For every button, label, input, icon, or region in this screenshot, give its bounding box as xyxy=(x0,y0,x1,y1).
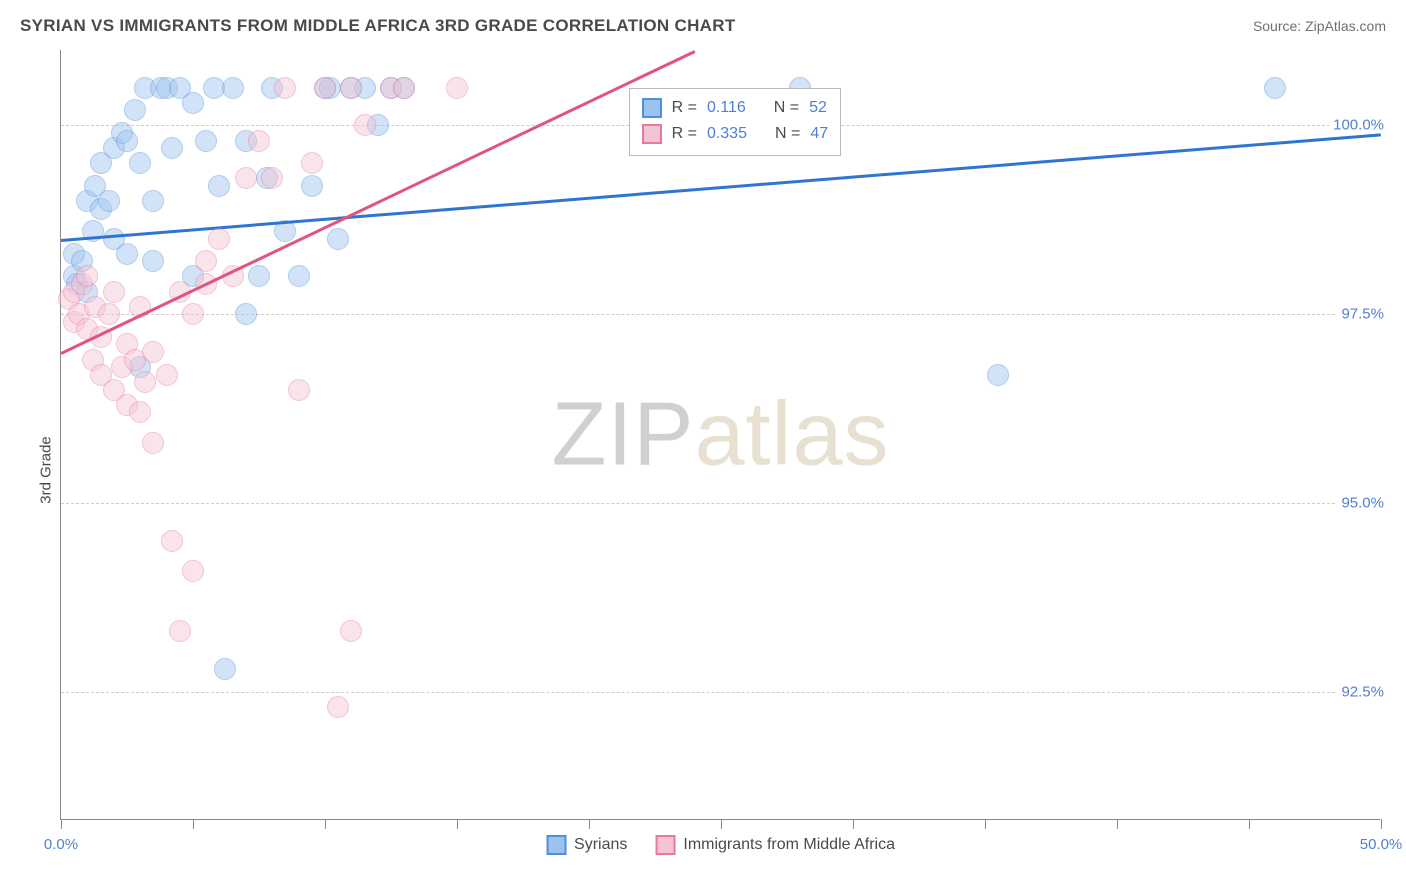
data-point xyxy=(103,281,125,303)
x-tick-label: 50.0% xyxy=(1360,836,1403,853)
data-point xyxy=(214,658,236,680)
series-name: Syrians xyxy=(574,836,627,854)
data-point xyxy=(354,114,376,136)
legend-item: Syrians xyxy=(546,835,627,855)
source-attribution: Source: ZipAtlas.com xyxy=(1253,18,1386,34)
data-point xyxy=(340,620,362,642)
data-point xyxy=(235,167,257,189)
n-value: 47 xyxy=(810,121,828,147)
data-point xyxy=(195,250,217,272)
r-value: 0.335 xyxy=(707,121,747,147)
data-point xyxy=(161,137,183,159)
x-tick xyxy=(1249,819,1250,829)
x-tick-label: 0.0% xyxy=(44,836,78,853)
x-tick xyxy=(1117,819,1118,829)
data-point xyxy=(76,265,98,287)
n-label: N = xyxy=(775,121,800,147)
data-point xyxy=(301,152,323,174)
x-tick xyxy=(985,819,986,829)
data-point xyxy=(208,175,230,197)
data-point xyxy=(987,364,1009,386)
data-point xyxy=(222,77,244,99)
x-tick xyxy=(193,819,194,829)
r-label: R = xyxy=(672,95,697,121)
data-point xyxy=(156,364,178,386)
chart-container: 3rd Grade ZIPatlas R =0.116N =52R =0.335… xyxy=(42,50,1388,890)
data-point xyxy=(116,130,138,152)
data-point xyxy=(235,303,257,325)
n-label: N = xyxy=(774,95,799,121)
x-tick xyxy=(1381,819,1382,829)
legend-row: R = 0.116 N = 52 xyxy=(642,95,829,121)
data-point xyxy=(274,77,296,99)
data-point xyxy=(116,243,138,265)
y-axis-label: 3rd Grade xyxy=(37,436,54,504)
data-point xyxy=(446,77,468,99)
data-point xyxy=(98,190,120,212)
y-tick-label: 95.0% xyxy=(1337,494,1388,511)
data-point xyxy=(301,175,323,197)
series-legend: Syrians Immigrants from Middle Africa xyxy=(546,835,895,855)
legend-swatch xyxy=(642,98,662,118)
source-name: ZipAtlas.com xyxy=(1305,18,1386,34)
chart-title: SYRIAN VS IMMIGRANTS FROM MIDDLE AFRICA … xyxy=(20,16,736,36)
data-point xyxy=(182,560,204,582)
data-point xyxy=(340,77,362,99)
x-tick xyxy=(589,819,590,829)
r-label: R = xyxy=(672,121,697,147)
data-point xyxy=(129,401,151,423)
data-point xyxy=(1264,77,1286,99)
data-point xyxy=(142,190,164,212)
x-tick xyxy=(325,819,326,829)
gridline xyxy=(61,692,1380,693)
series-name: Immigrants from Middle Africa xyxy=(683,836,895,854)
legend-swatch xyxy=(655,835,675,855)
gridline xyxy=(61,314,1380,315)
watermark-atlas: atlas xyxy=(694,384,889,484)
data-point xyxy=(327,228,349,250)
data-point xyxy=(182,303,204,325)
gridline xyxy=(61,503,1380,504)
y-tick-label: 97.5% xyxy=(1337,306,1388,323)
data-point xyxy=(248,265,270,287)
legend-swatch xyxy=(546,835,566,855)
x-tick xyxy=(61,819,62,829)
plot-area: ZIPatlas R =0.116N =52R =0.335N =47 Syri… xyxy=(60,50,1380,820)
data-point xyxy=(129,152,151,174)
source-label: Source: xyxy=(1253,18,1305,34)
data-point xyxy=(124,99,146,121)
data-point xyxy=(98,303,120,325)
n-value: 52 xyxy=(809,95,827,121)
data-point xyxy=(142,432,164,454)
x-tick xyxy=(457,819,458,829)
data-point xyxy=(261,167,283,189)
chart-header: SYRIAN VS IMMIGRANTS FROM MIDDLE AFRICA … xyxy=(20,16,1386,36)
correlation-legend: R = 0.116 N = 52 R = 0.335 N = 47 xyxy=(629,88,842,156)
data-point xyxy=(288,379,310,401)
data-point xyxy=(208,228,230,250)
legend-swatch xyxy=(642,124,662,144)
x-tick xyxy=(721,819,722,829)
data-point xyxy=(142,341,164,363)
data-point xyxy=(393,77,415,99)
watermark: ZIPatlas xyxy=(551,383,889,486)
data-point xyxy=(161,530,183,552)
data-point xyxy=(314,77,336,99)
legend-item: Immigrants from Middle Africa xyxy=(655,835,895,855)
data-point xyxy=(134,371,156,393)
data-point xyxy=(288,265,310,287)
y-tick-label: 100.0% xyxy=(1329,117,1388,134)
data-point xyxy=(195,130,217,152)
data-point xyxy=(169,620,191,642)
r-value: 0.116 xyxy=(707,95,746,121)
legend-row: R = 0.335 N = 47 xyxy=(642,121,829,147)
x-tick xyxy=(853,819,854,829)
watermark-zip: ZIP xyxy=(551,384,694,484)
data-point xyxy=(142,250,164,272)
data-point xyxy=(327,696,349,718)
data-point xyxy=(182,92,204,114)
y-tick-label: 92.5% xyxy=(1337,683,1388,700)
data-point xyxy=(248,130,270,152)
